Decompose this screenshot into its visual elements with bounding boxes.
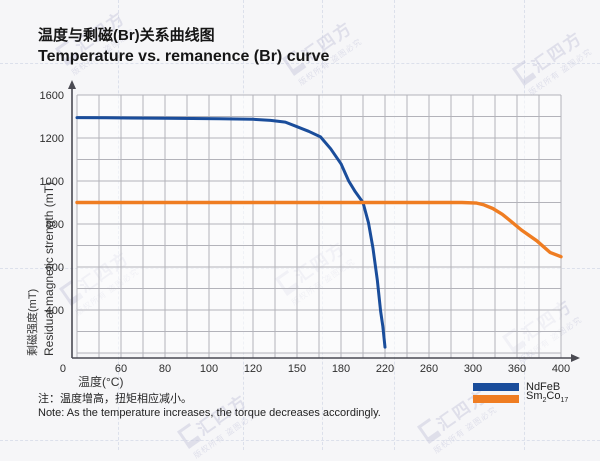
legend-item: NdFeB <box>473 381 568 393</box>
tick-label: 400 <box>46 305 64 317</box>
axes <box>71 86 575 359</box>
x-axis-arrow-icon <box>571 354 580 362</box>
chart-title-en: Temperature vs. remanence (Br) curve <box>38 48 330 65</box>
legend-swatch-icon <box>473 395 519 403</box>
chart-titles: 温度与剩磁(Br)关系曲线图 Temperature vs. remanence… <box>38 26 329 67</box>
legend-label: NdFeB <box>526 380 561 393</box>
tick-label: 1000 <box>40 176 64 188</box>
note-en: Note: As the temperature increases, the … <box>38 407 381 419</box>
tick-label: 600 <box>46 262 64 274</box>
tick-label: 120 <box>244 363 262 375</box>
x-axis-label: 温度(°C) <box>78 375 124 389</box>
tick-label: 1600 <box>40 90 64 102</box>
tick-label: 0 <box>60 363 66 375</box>
chart-plot: 60 80 100 120 150 180 220 260 300 360 400 1600 1200 1… <box>40 80 580 375</box>
chart-note: 注：温度增高，扭矩相应减小。 Note: As the temperature … <box>38 392 381 420</box>
legend-label: Sm2Co17 <box>526 390 569 405</box>
series-curve-ndfeb <box>75 116 387 349</box>
tick-label: 400 <box>552 363 570 375</box>
tick-label: 260 <box>420 363 438 375</box>
y-axis-arrow-icon <box>68 80 76 89</box>
chart-title-cn: 温度与剩磁(Br)关系曲线图 <box>38 27 215 44</box>
series-curve-sm2co17 <box>75 200 563 259</box>
tick-label: 100 <box>200 363 218 375</box>
tick-label: 220 <box>376 363 394 375</box>
chart-legend: NdFeB Sm2Co17 <box>473 381 568 405</box>
tick-label: 80 <box>159 363 171 375</box>
tick-label: 1200 <box>40 133 64 145</box>
tick-label: 360 <box>508 363 526 375</box>
tick-label: 180 <box>332 363 350 375</box>
note-cn: 注：温度增高，扭矩相应减小。 <box>38 393 192 405</box>
legend-swatch-icon <box>473 383 519 391</box>
tick-label: 300 <box>464 363 482 375</box>
tick-label: 150 <box>288 363 306 375</box>
legend-item: Sm2Co17 <box>473 390 569 405</box>
tick-label: 800 <box>46 219 64 231</box>
tick-label: 60 <box>115 363 127 375</box>
